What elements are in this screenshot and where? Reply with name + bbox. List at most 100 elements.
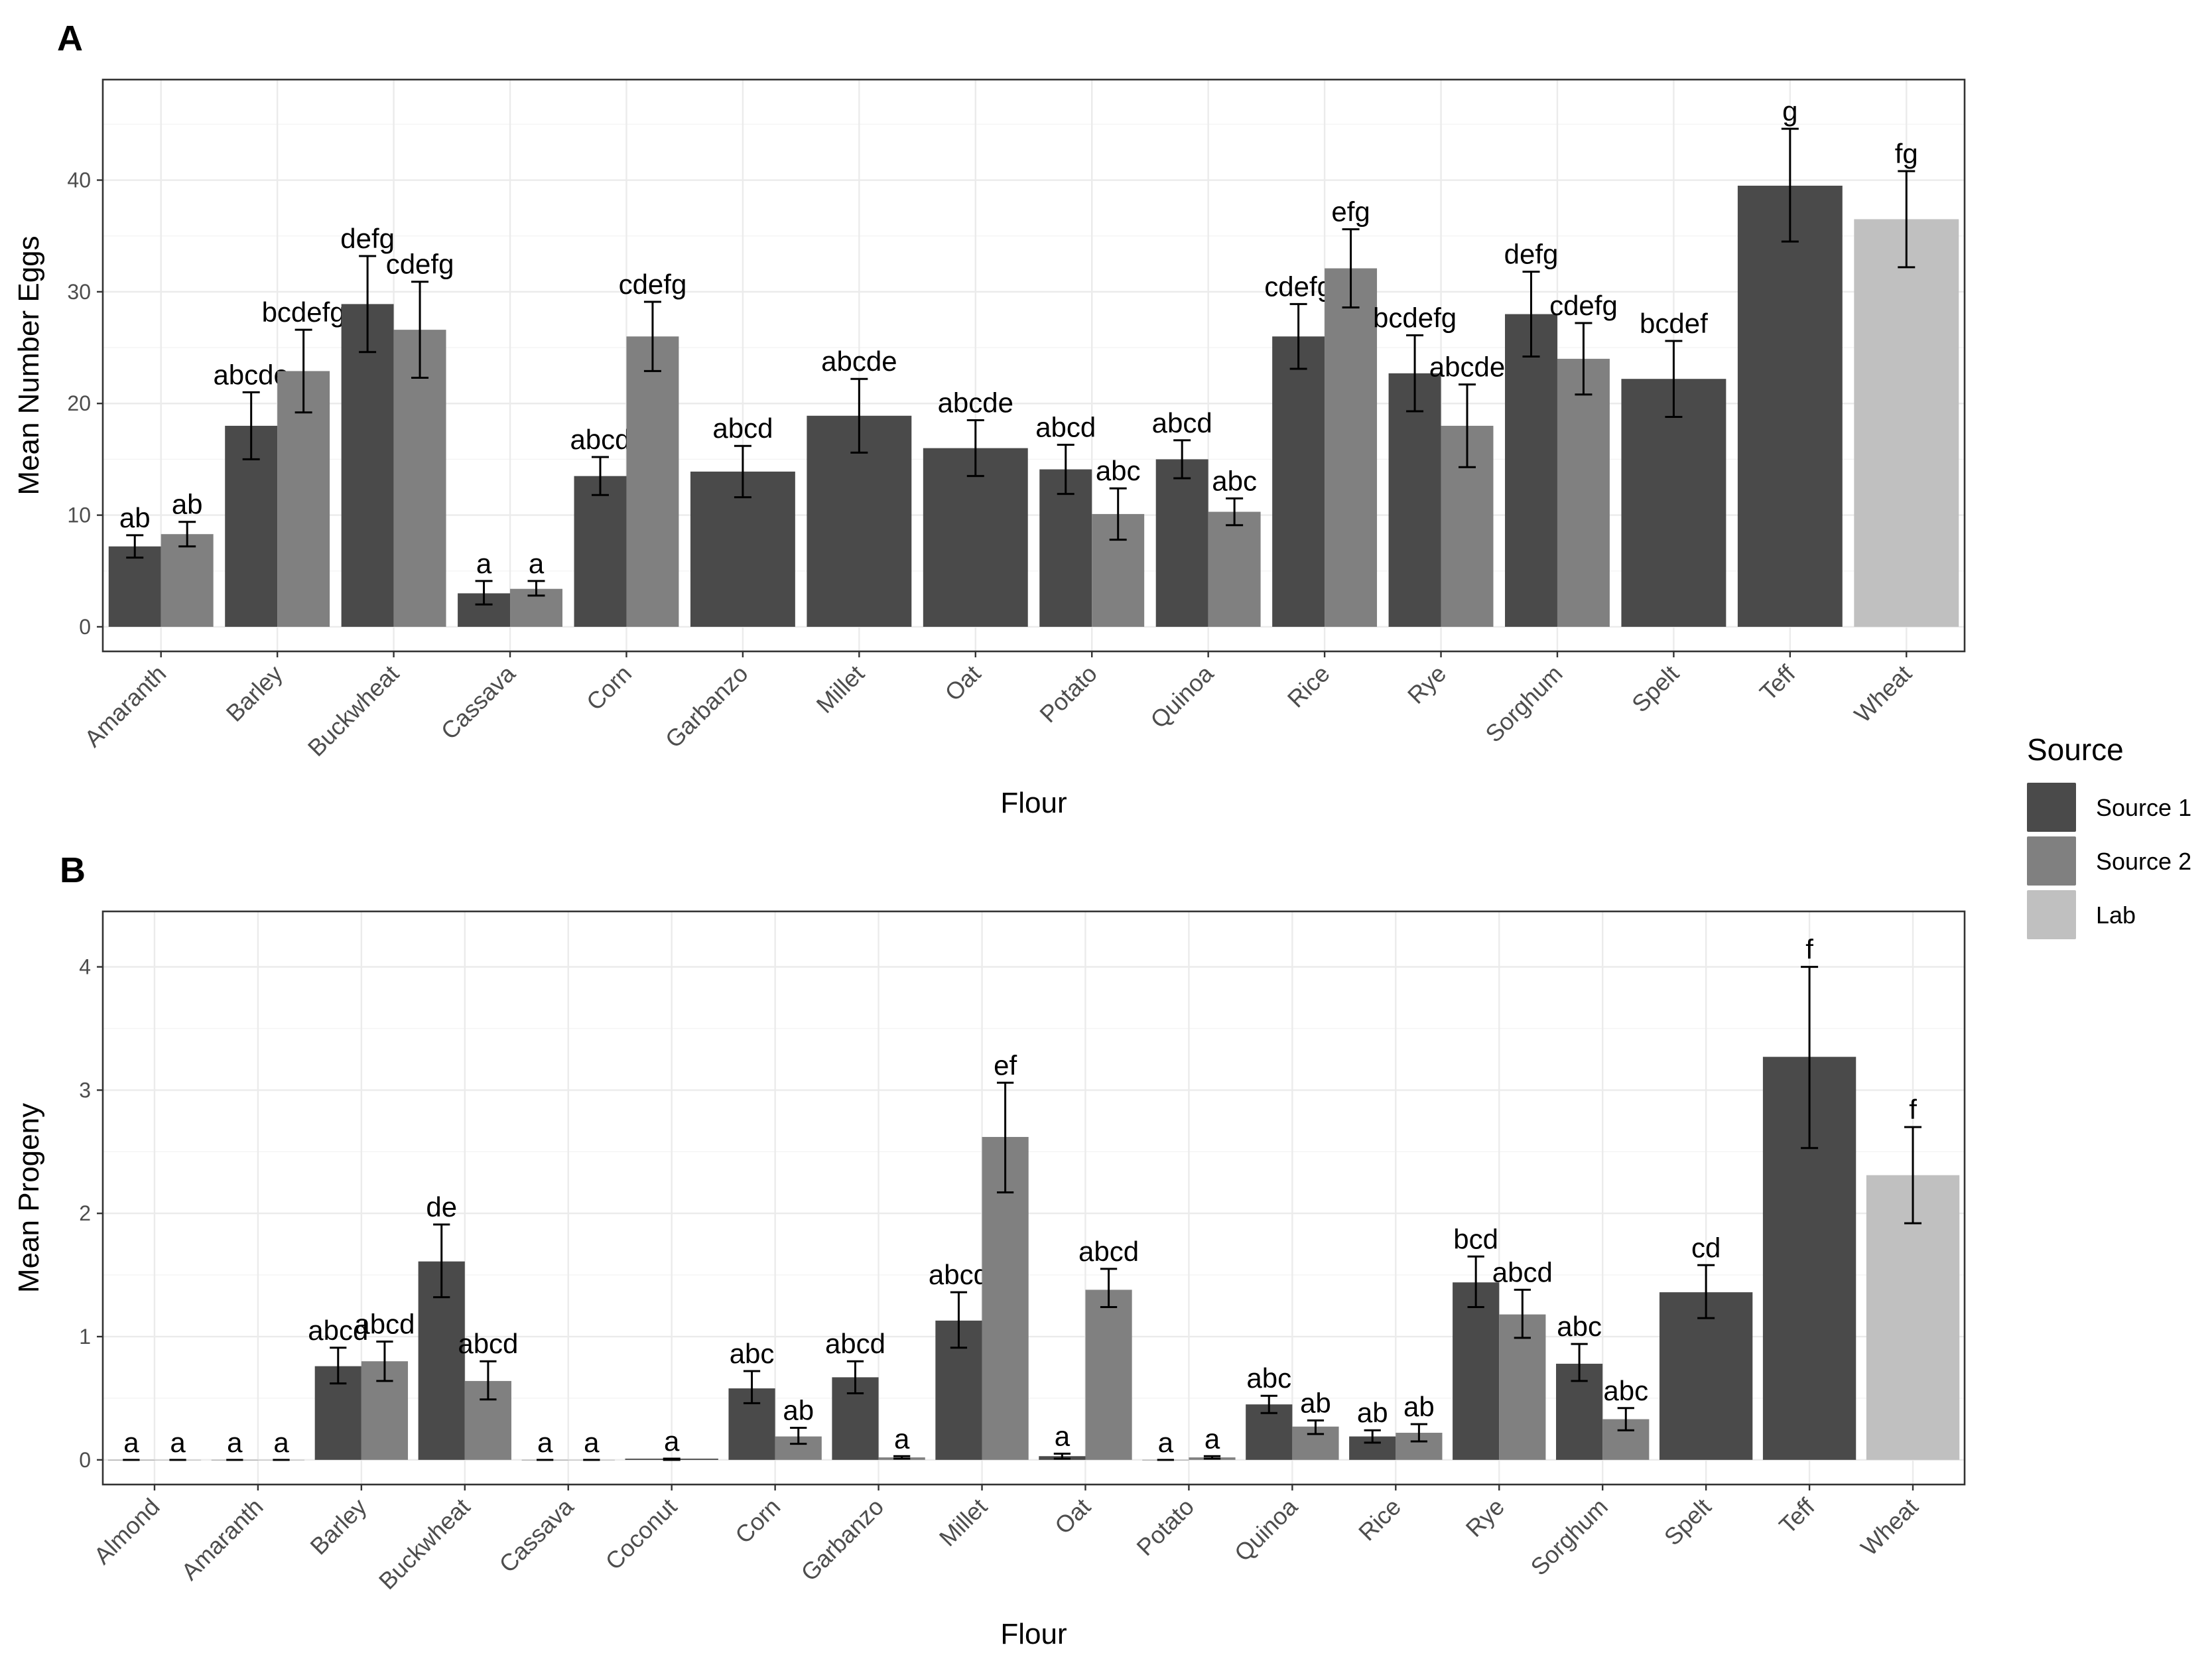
bar-b-rye-source1 — [1453, 1282, 1500, 1460]
error-bar-a-oat-source1 — [966, 419, 984, 478]
error-bar-b-garbanzo-source1 — [846, 1360, 864, 1394]
significance-label: a — [1158, 1427, 1174, 1458]
error-bar-b-millet-source1 — [950, 1291, 968, 1349]
significance-label: f — [1805, 934, 1813, 965]
significance-label: a — [529, 548, 545, 579]
error-bar-b-coconut-source1 — [663, 1457, 681, 1461]
error-bar-b-quinoa-source1 — [1260, 1394, 1277, 1414]
bar-b-spelt-source1 — [1659, 1292, 1753, 1460]
error-bar-a-millet-source1 — [850, 377, 868, 454]
error-bar-b-oat-source2 — [1100, 1268, 1118, 1308]
x-tick-label: Almond — [88, 1493, 164, 1569]
error-bar-a-rye-source2 — [1459, 383, 1476, 468]
significance-label: abcd — [354, 1308, 415, 1339]
significance-label: a — [227, 1427, 243, 1458]
error-bar-a-cassava-source2 — [527, 580, 545, 597]
x-tick-label: Cassava — [436, 659, 521, 745]
plot-frame-b — [101, 910, 1966, 1486]
x-tick-label: Millet — [811, 660, 870, 718]
x-tick-label: Rice — [1353, 1493, 1406, 1546]
error-bar-a-wheat-lab — [1898, 170, 1916, 269]
error-bar-a-barley-source1 — [242, 391, 260, 460]
significance-label: abcd — [1035, 412, 1096, 443]
error-bar-a-sorghum-source2 — [1575, 322, 1593, 396]
y-axis-title-b: Mean Progeny — [13, 1103, 45, 1293]
error-bar-b-garbanzo-source2 — [893, 1455, 911, 1460]
bar-a-quinoa-source1 — [1155, 459, 1208, 627]
error-bar-a-amaranth-source2 — [178, 521, 196, 548]
error-bar-a-corn-source1 — [591, 456, 609, 496]
significance-label: abcd — [1492, 1256, 1553, 1288]
legend-swatch-source-1 — [2027, 783, 2076, 832]
y-tick-label: 0 — [79, 1448, 91, 1472]
legend-label-source-2: Source 2 — [2096, 848, 2191, 875]
x-tick-label: Amaranth — [176, 1493, 268, 1585]
error-bar-a-spelt-source1 — [1665, 340, 1683, 418]
error-bar-b-corn-source2 — [790, 1427, 807, 1445]
significance-label: ab — [1300, 1387, 1331, 1418]
significance-label: a — [584, 1427, 600, 1458]
x-tick-label: Oat — [1049, 1493, 1096, 1540]
bar-a-sorghum-source1 — [1505, 314, 1557, 627]
significance-label: abcd — [929, 1259, 989, 1290]
bar-a-rice-source1 — [1272, 336, 1325, 627]
significance-label: ab — [172, 489, 203, 520]
x-tick-label: Spelt — [1626, 660, 1684, 718]
x-tick-label: Wheat — [1855, 1493, 1923, 1561]
significance-label: ef — [994, 1049, 1017, 1081]
significance-label: a — [476, 548, 492, 579]
x-tick-label: Millet — [934, 1493, 992, 1552]
x-tick-label: Buckwheat — [302, 660, 405, 762]
significance-label: a — [894, 1423, 910, 1454]
x-tick-label: Barley — [304, 1493, 371, 1560]
x-axis-title-b: Flour — [1000, 1618, 1067, 1650]
significance-label: efg — [1331, 196, 1370, 228]
y-tick-label: 2 — [79, 1201, 91, 1225]
plot-background-b — [103, 911, 1965, 1485]
x-tick-label: Teff — [1754, 659, 1801, 706]
significance-label: abc — [730, 1338, 775, 1369]
error-bar-b-barley-source1 — [330, 1347, 347, 1385]
significance-label: cdefg — [386, 249, 454, 280]
bar-a-potato-source1 — [1039, 469, 1092, 627]
error-bar-a-potato-source2 — [1109, 487, 1127, 541]
significance-label: ab — [1357, 1397, 1388, 1428]
significance-label: abcde — [1429, 352, 1505, 383]
legend-swatch-lab — [2027, 890, 2076, 939]
bar-a-oat-source1 — [923, 448, 1028, 627]
x-tick-label: Corn — [730, 1493, 785, 1549]
panel-a-letter: A — [57, 19, 83, 58]
x-axis-title-a: Flour — [1000, 787, 1067, 819]
significance-label: abcde — [821, 346, 897, 377]
significance-label: a — [170, 1427, 186, 1458]
significance-label: abc — [1096, 455, 1141, 486]
panel-a-eggs-chart: A ab ab abcde bcdefg defg cdefg a a abcd cdefg abc… — [13, 19, 1966, 819]
error-bar-b-spelt-source1 — [1697, 1264, 1715, 1319]
x-tick-label: Garbanzo — [660, 660, 753, 754]
error-bar-b-quinoa-source2 — [1307, 1419, 1325, 1435]
x-tick-label: Rice — [1282, 660, 1335, 713]
significance-label: bcdefg — [262, 297, 346, 328]
significance-label: ab — [119, 502, 151, 533]
significance-label: a — [123, 1427, 139, 1458]
error-bar-b-buckwheat-source2 — [480, 1360, 497, 1401]
error-bar-a-rice-source2 — [1342, 228, 1360, 308]
panel-b-letter: B — [60, 850, 86, 890]
bar-a-buckwheat-source2 — [393, 330, 446, 627]
significance-label: ab — [1403, 1391, 1435, 1422]
error-bar-a-cassava-source1 — [475, 580, 493, 606]
significance-label: cdefg — [1264, 271, 1333, 302]
y-tick-label: 4 — [79, 955, 91, 979]
bar-a-quinoa-source2 — [1208, 511, 1261, 627]
x-tick-label: Spelt — [1659, 1493, 1717, 1551]
significance-label: a — [537, 1427, 553, 1458]
y-tick-label: 20 — [67, 391, 91, 415]
x-tick-label: Sorghum — [1480, 660, 1567, 748]
significance-label: abcde — [213, 359, 289, 390]
bar-a-spelt-source1 — [1621, 379, 1726, 627]
error-bar-a-barley-source2 — [294, 328, 312, 414]
error-bar-b-teff-source1 — [1801, 966, 1819, 1150]
bar-a-barley-source2 — [277, 371, 330, 627]
significance-label: defg — [1504, 239, 1559, 270]
